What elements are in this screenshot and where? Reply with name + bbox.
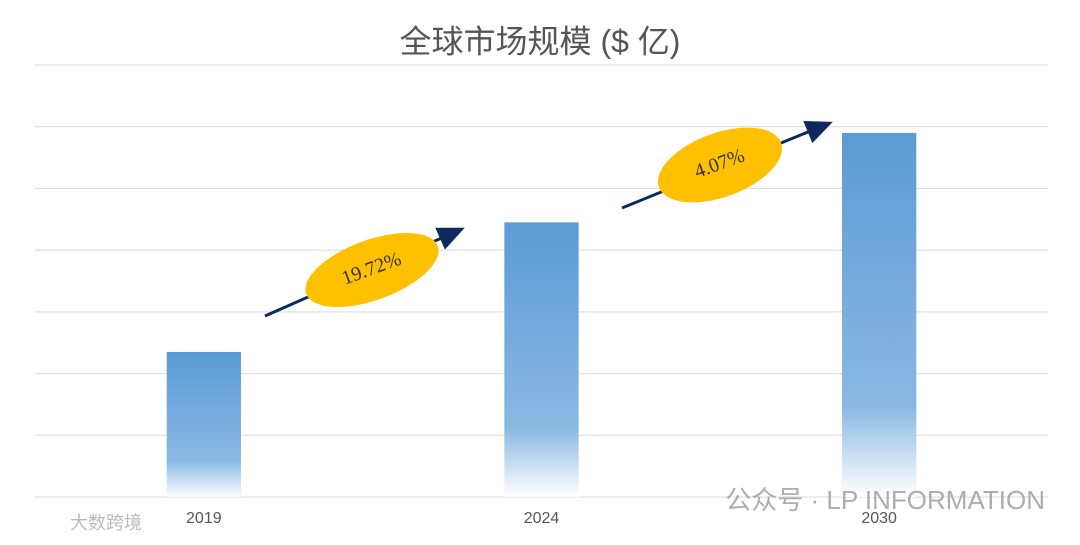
x-tick-label: 2024: [524, 510, 560, 527]
watermark: 公众号 · LP INFORMATION: [725, 485, 1045, 515]
watermark: 大数跨境: [70, 513, 142, 533]
x-tick-label: 2019: [186, 510, 222, 527]
bar: [166, 351, 241, 497]
chart-title: 全球市场规模 ($ 亿): [400, 23, 681, 59]
bar: [504, 222, 579, 497]
x-tick-label: 2030: [861, 510, 897, 527]
growth-badge: [657, 127, 783, 203]
bar: [842, 132, 917, 497]
growth-badge: [305, 233, 439, 307]
